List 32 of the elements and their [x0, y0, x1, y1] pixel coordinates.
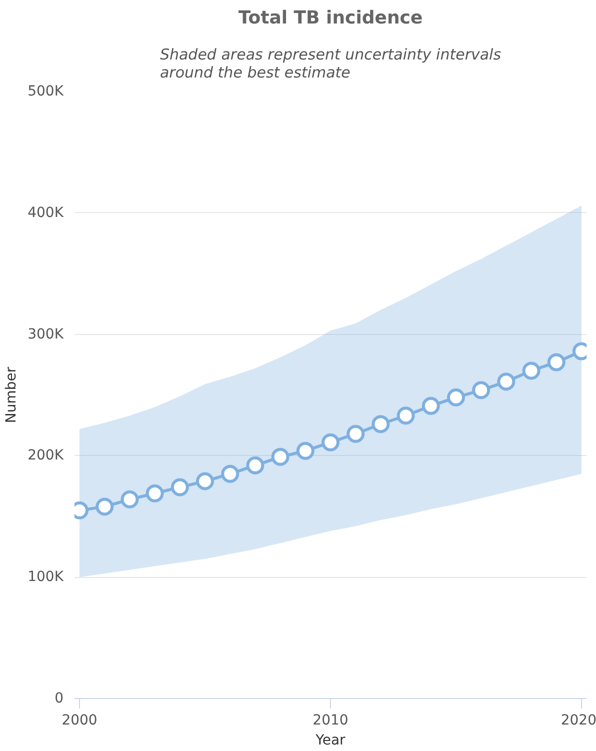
point [221, 464, 240, 483]
point [547, 353, 566, 372]
y-tick-label: 100K [28, 569, 64, 586]
x-axis-title: Year [314, 732, 346, 748]
point [322, 433, 340, 452]
y-tick-label: 400K [28, 204, 64, 221]
x-tick-label: 2010 [312, 712, 348, 728]
point [472, 381, 490, 400]
point [170, 478, 189, 496]
x-tick-label: 2020 [560, 712, 596, 728]
point [146, 484, 164, 502]
point [446, 388, 465, 406]
point [372, 415, 390, 434]
y-tick-label: 500K [28, 84, 64, 100]
point [96, 498, 114, 516]
chart-title: Total TB incidence [238, 8, 423, 28]
point [246, 456, 264, 474]
point [422, 396, 440, 415]
point [497, 372, 516, 391]
y-tick-label: 0 [54, 690, 64, 706]
point [196, 472, 214, 490]
y-tick-label: 200K [28, 448, 64, 464]
point [396, 406, 415, 425]
point [120, 490, 139, 508]
y-tick-label: 300K [28, 326, 64, 342]
y-axis-title: Number [4, 366, 20, 424]
point [271, 448, 290, 466]
point [522, 362, 540, 380]
x-tick-label: 2000 [62, 712, 98, 728]
chart-subtitle: Shaded areas represent uncertainty intervals around the best estimate [160, 46, 502, 82]
point [296, 442, 314, 460]
point [346, 424, 365, 443]
